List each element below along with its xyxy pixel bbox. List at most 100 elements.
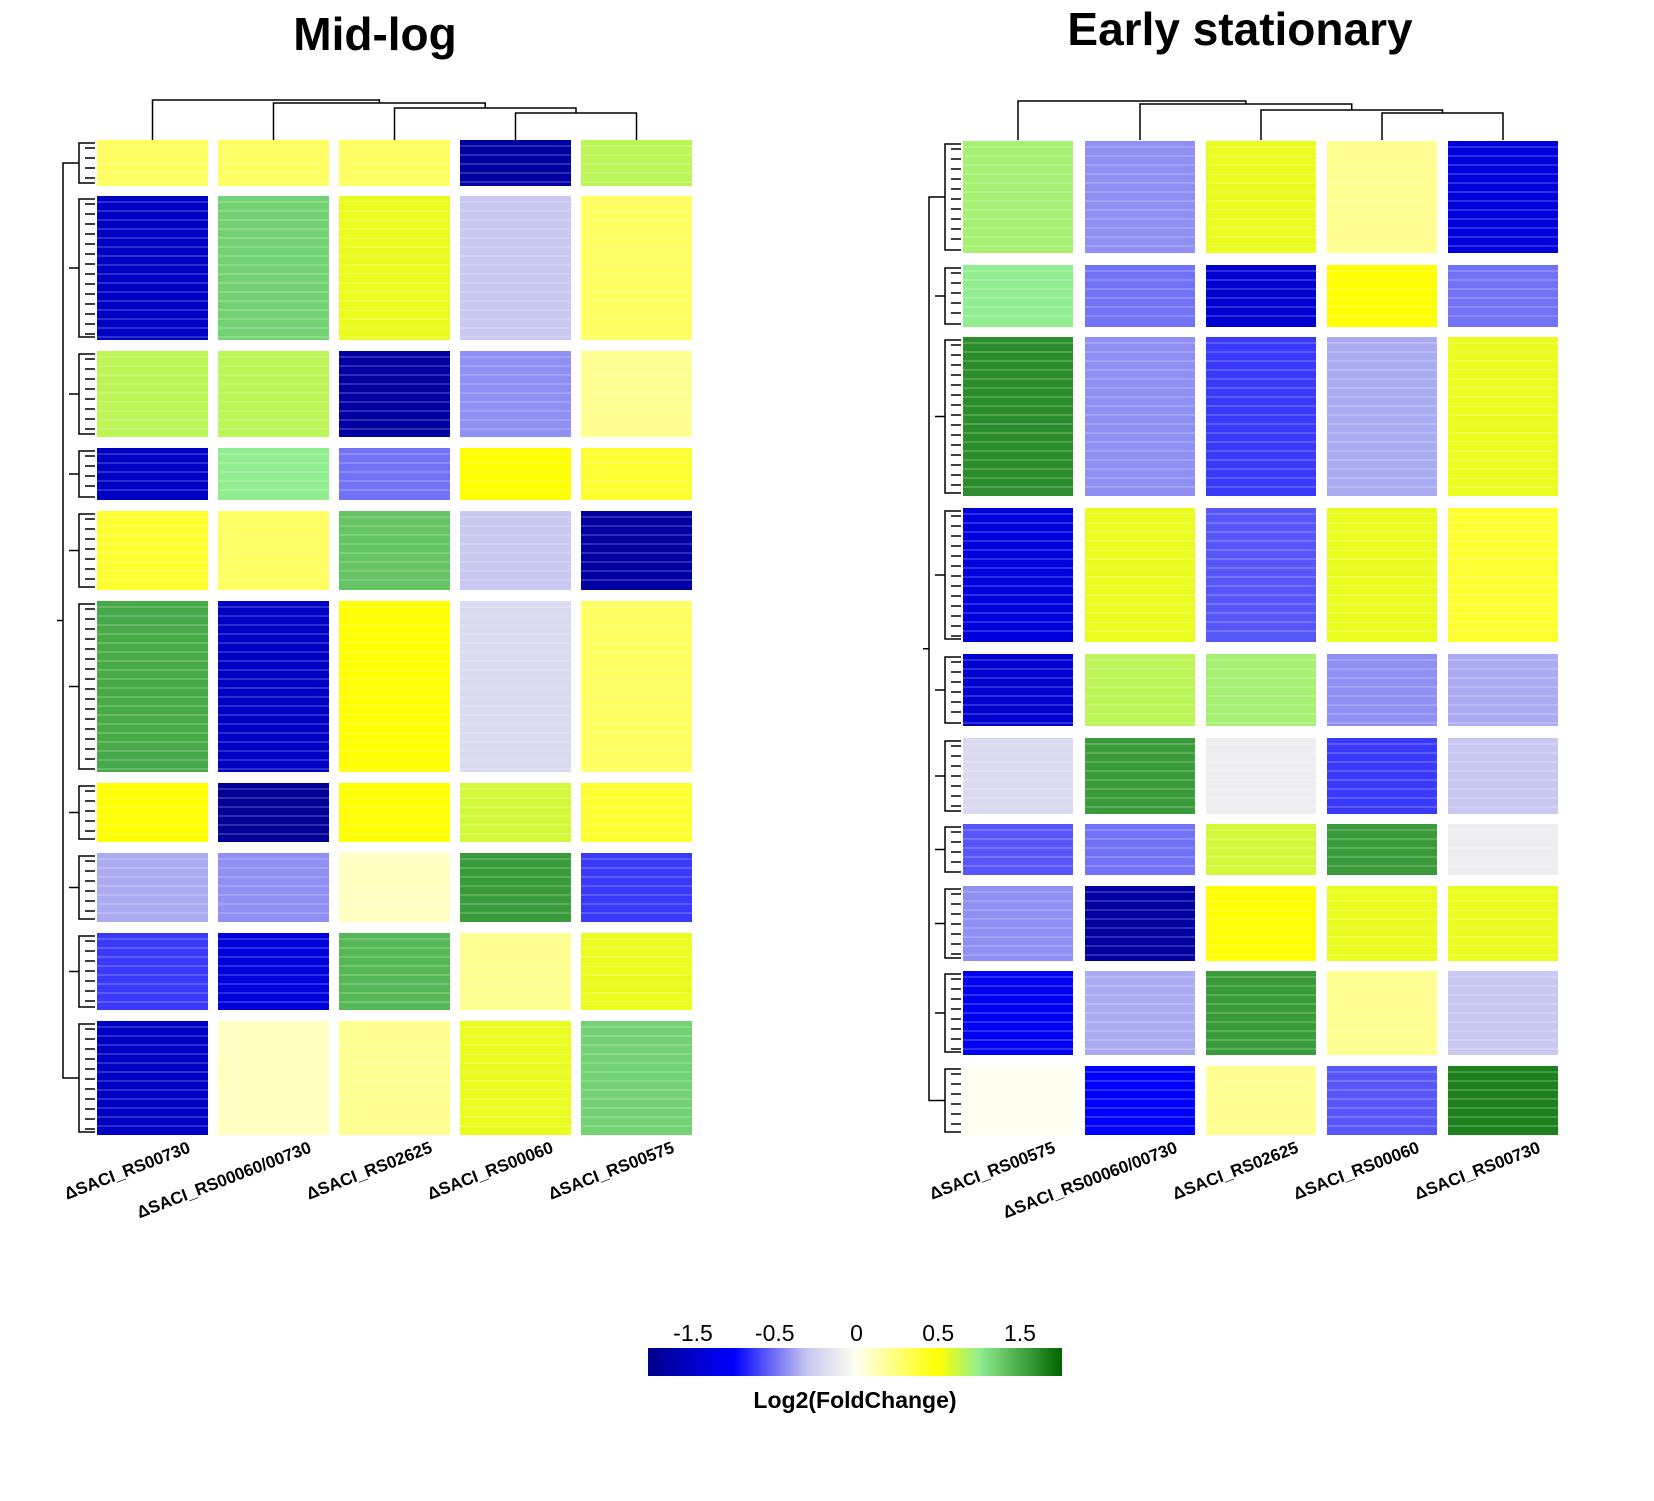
colorbar-tick-label: 0 — [850, 1320, 863, 1346]
heatmap-cell — [97, 140, 208, 186]
row-dendrogram — [69, 1023, 95, 1133]
row-dendrogram — [935, 339, 961, 494]
row-dendrogram — [69, 450, 95, 498]
heatmap-cell — [581, 783, 692, 842]
heatmap-cell — [339, 601, 450, 772]
heatmap-cell — [963, 141, 1073, 253]
row-dendrogram — [935, 826, 961, 873]
row-dendrogram — [935, 888, 961, 959]
heatmap-cell — [460, 783, 571, 842]
heatmap-cell — [1327, 654, 1437, 726]
heatmap-cell — [1085, 141, 1195, 253]
heatmap-cell — [339, 351, 450, 437]
heatmap-cell — [963, 654, 1073, 726]
heatmap-cell — [581, 933, 692, 1010]
heatmap-cell — [581, 601, 692, 772]
colorbar-tick-label: 1.5 — [1004, 1320, 1036, 1346]
column-label: ΔSACI_RS02625 — [304, 1138, 435, 1203]
row-dendrogram — [69, 935, 95, 1008]
heatmap-cell — [339, 933, 450, 1010]
column-dendrogram — [1381, 112, 1504, 140]
heatmap-cell — [1085, 654, 1195, 726]
heatmap-cell — [1085, 508, 1195, 642]
heatmap-cell — [97, 853, 208, 922]
heatmap-cell — [339, 448, 450, 500]
heatmap-cell — [581, 196, 692, 340]
heatmap-cell — [963, 886, 1073, 961]
column-dendrogram — [1017, 100, 1247, 140]
heatmap-cell — [218, 196, 329, 340]
heatmap-cell — [1448, 738, 1558, 814]
heatmap-cell — [218, 140, 329, 186]
heatmap-cell — [1206, 508, 1316, 642]
heatmap-cell — [1327, 886, 1437, 961]
heatmap-cell — [97, 1021, 208, 1135]
row-dendrogram — [69, 785, 95, 840]
colorbar — [648, 1348, 1062, 1376]
heatmap-cell — [1085, 265, 1195, 327]
heatmap — [97, 140, 692, 1135]
heatmap-cell — [339, 853, 450, 922]
heatmap-cell — [339, 196, 450, 340]
heatmap-cell — [963, 971, 1073, 1055]
heatmap-cell — [1085, 1066, 1195, 1135]
heatmap-cell — [97, 351, 208, 437]
row-dendrogram — [935, 656, 961, 724]
heatmap-cell — [1206, 971, 1316, 1055]
heatmap-cell — [218, 351, 329, 437]
heatmap-cell — [460, 511, 571, 590]
heatmap-cell — [218, 933, 329, 1010]
panel-title: Mid-log — [293, 8, 457, 60]
heatmap-cell — [1448, 654, 1558, 726]
heatmap-cell — [1327, 971, 1437, 1055]
heatmap-cell — [963, 1066, 1073, 1135]
heatmap-cell — [1206, 654, 1316, 726]
column-label: ΔSACI_RS00060 — [425, 1138, 556, 1203]
column-dendrogram — [514, 112, 638, 140]
heatmap-cell — [1085, 738, 1195, 814]
row-dendrogram — [935, 973, 961, 1053]
heatmap-cell — [1206, 824, 1316, 875]
heatmap-cell — [460, 933, 571, 1010]
heatmap-cell — [581, 1021, 692, 1135]
heatmap-cell — [460, 448, 571, 500]
colorbar-tick-label: -1.5 — [673, 1320, 713, 1346]
heatmap-cell — [97, 511, 208, 590]
heatmap-cell — [581, 853, 692, 922]
heatmap-cell — [1085, 337, 1195, 496]
column-label: ΔSACI_RS00575 — [546, 1138, 677, 1203]
row-dendrogram — [69, 855, 95, 920]
column-label: ΔSACI_RS00060 — [1291, 1138, 1422, 1203]
heatmap-cell — [97, 196, 208, 340]
heatmap-cell — [1448, 824, 1558, 875]
column-dendrogram — [1260, 109, 1444, 140]
heatmap-cell — [218, 1021, 329, 1135]
heatmap-cell — [1448, 265, 1558, 327]
heatmap-cell — [1206, 886, 1316, 961]
colorbar-tick-label: -0.5 — [755, 1320, 795, 1346]
heatmap-cell — [581, 140, 692, 186]
heatmap-cell — [460, 853, 571, 922]
row-dendrogram — [935, 1068, 961, 1133]
heatmap-cell — [963, 337, 1073, 496]
heatmap-cell — [1206, 141, 1316, 253]
row-dendrogram — [69, 513, 95, 588]
heatmap-cell — [1085, 886, 1195, 961]
row-dendrogram — [69, 353, 95, 435]
heatmap-cell — [339, 783, 450, 842]
heatmap-cell — [1206, 337, 1316, 496]
heatmap-cell — [460, 601, 571, 772]
heatmap-cell — [1448, 1066, 1558, 1135]
heatmap-cell — [1206, 265, 1316, 327]
heatmap-cell — [963, 738, 1073, 814]
heatmap-cell — [1206, 738, 1316, 814]
heatmap-cell — [97, 601, 208, 772]
heatmap-cell — [1327, 824, 1437, 875]
heatmap-cell — [1448, 508, 1558, 642]
heatmap-cell — [460, 140, 571, 186]
row-dendrogram-trunk — [57, 162, 69, 1079]
heatmap-cell — [460, 196, 571, 340]
column-label: ΔSACI_RS00730 — [1412, 1138, 1543, 1203]
heatmap-cell — [460, 351, 571, 437]
heatmap-cell — [1206, 1066, 1316, 1135]
